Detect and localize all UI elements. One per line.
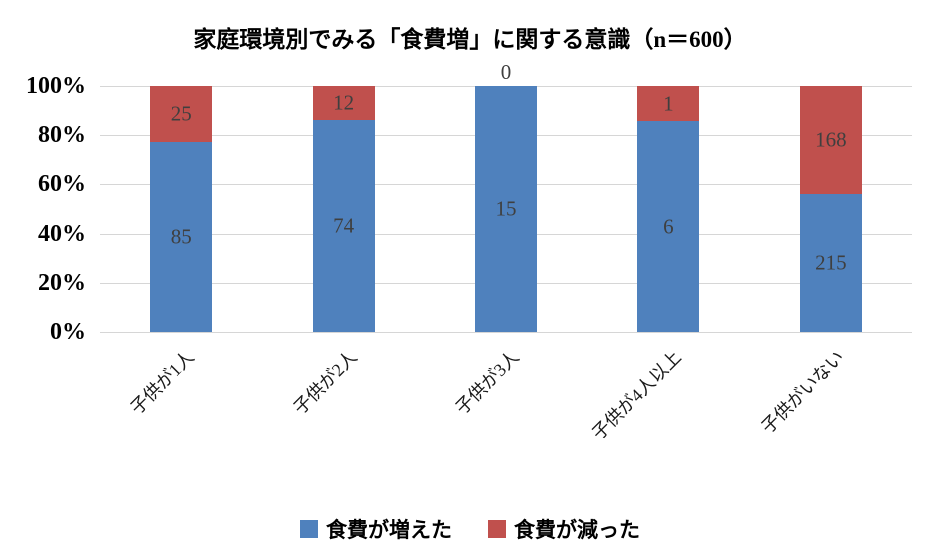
y-axis-tick-label: 100% <box>26 73 86 99</box>
legend-label: 食費が増えた <box>326 518 452 542</box>
value-label-decreased: 168 <box>815 127 847 152</box>
legend-item: 食費が増えた <box>300 514 452 544</box>
category-label: 子供がいない <box>757 346 848 438</box>
value-label-increased: 15 <box>495 196 517 221</box>
category-label: 子供が4人以上 <box>588 346 686 444</box>
segment-increased <box>799 193 862 332</box>
bar-slot: 215 168 <box>750 86 912 332</box>
legend-swatch <box>488 520 506 538</box>
value-label-increased: 74 <box>333 213 355 238</box>
x-label-slot: 子供が2人 <box>262 338 424 488</box>
x-axis-labels: 子供が1人 子供が2人 子供が3人 子供が4人以上 子供がいない <box>100 338 912 488</box>
stacked-bar: 85 25 <box>150 86 213 332</box>
value-label-increased: 215 <box>815 250 847 275</box>
legend-label: 食費が減った <box>514 518 640 542</box>
value-label-decreased: 12 <box>333 90 355 115</box>
bar-slot: 74 12 <box>262 86 424 332</box>
legend-item: 食費が減った <box>488 514 640 544</box>
segment-increased <box>637 121 700 332</box>
y-axis-tick-label: 40% <box>38 220 86 247</box>
segment-increased <box>312 120 375 332</box>
value-label-decreased: 1 <box>663 91 674 116</box>
x-label-slot: 子供がいない <box>750 338 912 488</box>
bar-slot: 15 0 <box>425 62 587 332</box>
bar-slots: 85 25 74 12 15 0 6 1 215 168 <box>100 62 912 332</box>
y-axis-tick-label: 60% <box>38 171 86 198</box>
x-label-slot: 子供が3人 <box>425 338 587 488</box>
segment-decreased <box>312 86 375 121</box>
y-axis: 100% 80% 60% 40% 20% 0% <box>0 74 92 344</box>
chart-title: 家庭環境別でみる「食費増」に関する意識（n＝600） <box>193 27 747 52</box>
value-label-increased: 85 <box>170 224 192 249</box>
category-label: 子供が2人 <box>289 346 361 419</box>
segment-increased <box>150 141 213 332</box>
y-axis-tick-label: 80% <box>38 122 86 149</box>
legend-swatch <box>300 520 318 538</box>
x-label-slot: 子供が4人以上 <box>587 338 749 488</box>
segment-decreased <box>150 86 213 142</box>
value-label-increased: 6 <box>663 214 674 239</box>
legend: 食費が増えた 食費が減った <box>0 514 940 544</box>
plot-area: 85 25 74 12 15 0 6 1 215 168 <box>100 62 912 333</box>
stacked-bar: 215 168 <box>799 86 862 332</box>
category-label: 子供が1人 <box>126 346 199 419</box>
stacked-bar: 15 0 <box>475 62 538 332</box>
segment-decreased <box>637 86 700 122</box>
y-axis-tick-label: 0% <box>50 319 86 345</box>
y-axis-tick-label: 20% <box>38 269 86 296</box>
stacked-bar: 74 12 <box>312 86 375 332</box>
segment-decreased <box>799 86 862 194</box>
bar-slot: 85 25 <box>100 86 262 332</box>
gridline <box>100 332 912 333</box>
value-label-decreased: 25 <box>170 101 192 126</box>
x-label-slot: 子供が1人 <box>100 338 262 488</box>
segment-increased <box>475 86 538 332</box>
category-label: 子供が3人 <box>451 346 523 419</box>
value-label-decreased: 0 <box>500 60 512 84</box>
